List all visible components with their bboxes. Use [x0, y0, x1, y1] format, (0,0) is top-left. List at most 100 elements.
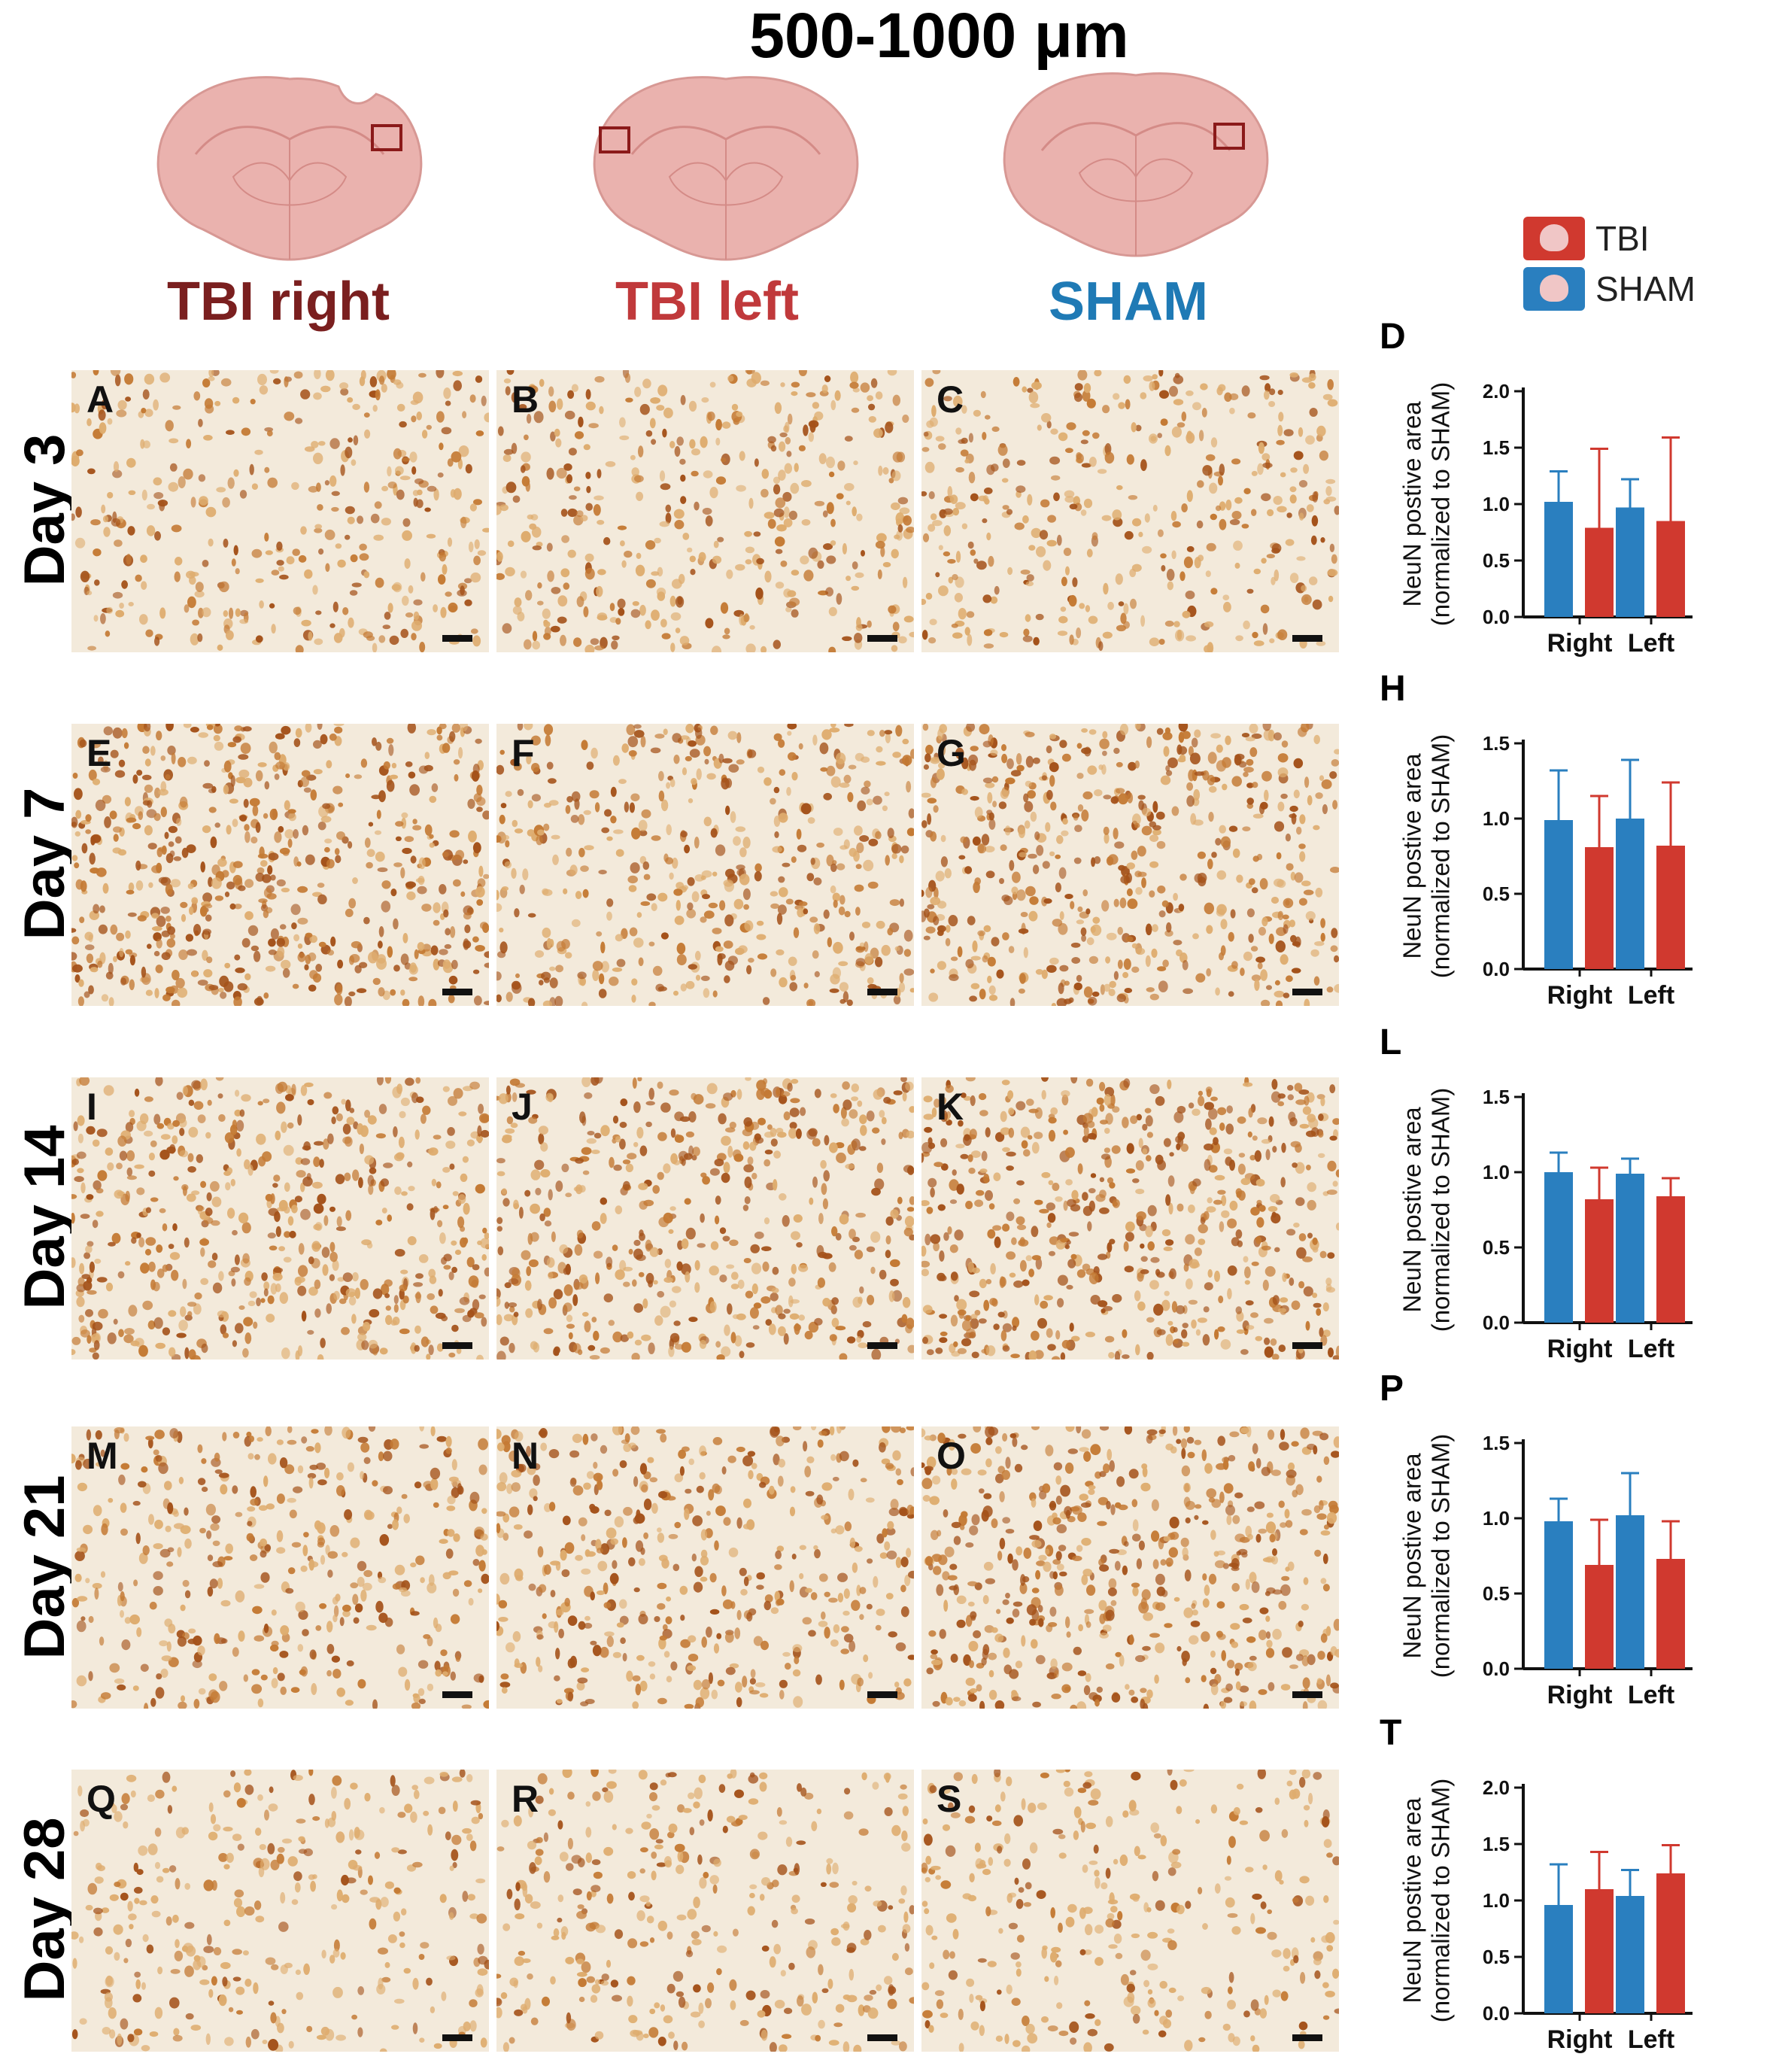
bar-sham-right — [1544, 820, 1573, 969]
scale-bar — [867, 1342, 897, 1349]
y-axis-label-line2: (normalized to SHAM) — [1427, 1088, 1455, 1332]
y-axis-label: NeuN postive area(normalized to SHAM) — [1398, 1434, 1455, 1679]
y-tick-label: 0.5 — [1483, 1946, 1510, 1968]
micrograph-image — [71, 1770, 489, 2052]
bar-chart-l: NeuN postive area(normalized to SHAM) 0.0… — [1377, 1022, 1738, 1375]
y-tick-label: 0.0 — [1483, 958, 1510, 980]
micrograph-image — [921, 370, 1339, 652]
micrograph-image — [71, 1077, 489, 1360]
micrograph-image — [496, 724, 914, 1006]
panel-letter: C — [937, 378, 964, 421]
brain-schematic-tbi-right — [150, 71, 429, 267]
panel-letter: B — [512, 378, 539, 421]
x-tick-label-left: Left — [1628, 2025, 1674, 2054]
scale-bar — [1292, 1342, 1322, 1349]
chart-panel-letter: P — [1380, 1369, 1404, 1408]
day-label-7: Day 7 — [13, 787, 77, 940]
y-tick-label: 0.0 — [1483, 606, 1510, 628]
micrograph-panel-o: O — [921, 1426, 1339, 1709]
y-axis-label-line1: NeuN postive area — [1398, 1453, 1426, 1659]
bar-tbi-left — [1656, 1196, 1685, 1323]
y-tick-label: 2.0 — [1483, 1776, 1510, 1799]
figure-title: 500-1000 μm — [749, 0, 1129, 71]
panel-letter: Q — [87, 1778, 116, 1820]
bar-tbi-right — [1585, 847, 1614, 969]
panel-letter: N — [512, 1435, 539, 1477]
scale-bar — [442, 635, 472, 642]
micrograph-image — [921, 1426, 1339, 1709]
chart-svg: NeuN postive area(normalized to SHAM) 0.0… — [1398, 732, 1693, 1010]
legend-sham-swatch — [1523, 267, 1585, 311]
y-axis-label-line2: (normalized to SHAM) — [1427, 1434, 1455, 1679]
y-tick-label: 1.5 — [1483, 1833, 1510, 1855]
micrograph-image — [496, 1770, 914, 2052]
y-tick-label: 1.5 — [1483, 1086, 1510, 1108]
legend-tbi-swatch — [1523, 217, 1585, 260]
y-tick-label: 1.5 — [1483, 1432, 1510, 1454]
scale-bar — [867, 1691, 897, 1698]
y-tick-label: 0.0 — [1483, 2002, 1510, 2025]
panel-letter: K — [937, 1086, 964, 1128]
micrograph-panel-r: R — [496, 1770, 914, 2052]
y-tick-label: 0.5 — [1483, 1236, 1510, 1259]
y-axis-label-line1: NeuN postive area — [1398, 753, 1426, 959]
chart-svg: NeuN postive area(normalized to SHAM) 0.0… — [1398, 380, 1693, 658]
x-tick-label-right: Right — [1547, 2025, 1613, 2054]
bar-tbi-right — [1585, 1565, 1614, 1669]
scale-bar — [867, 2034, 897, 2041]
micrograph-panel-s: S — [921, 1770, 1339, 2052]
micrograph-panel-n: N — [496, 1426, 914, 1709]
chart-panel-letter: T — [1380, 1713, 1402, 1753]
day-label-3: Day 3 — [13, 433, 77, 587]
y-tick-label: 1.5 — [1483, 436, 1510, 459]
micrograph-panel-j: J — [496, 1077, 914, 1360]
legend-tbi-label: TBI — [1595, 219, 1650, 258]
micrograph-panel-e: E — [71, 724, 489, 1006]
y-tick-label: 2.0 — [1483, 380, 1510, 403]
bar-tbi-left — [1656, 1873, 1685, 2013]
scale-bar — [1292, 635, 1322, 642]
day-label-14: Day 14 — [13, 1125, 77, 1310]
x-tick-label-right: Right — [1547, 1681, 1613, 1709]
x-tick-label-left: Left — [1628, 981, 1674, 1010]
micrograph-image — [496, 1077, 914, 1360]
micrograph-image — [921, 1077, 1339, 1360]
y-tick-label: 1.5 — [1483, 732, 1510, 755]
micrograph-image — [71, 370, 489, 652]
y-axis-label: NeuN postive area(normalized to SHAM) — [1398, 1088, 1455, 1332]
panel-letter: J — [512, 1086, 533, 1128]
y-axis-label-line2: (normalized to SHAM) — [1427, 1779, 1455, 2023]
y-tick-label: 1.0 — [1483, 807, 1510, 830]
scale-bar — [1292, 1691, 1322, 1698]
y-tick-label: 0.0 — [1483, 1657, 1510, 1680]
x-tick-label-left: Left — [1628, 1335, 1674, 1363]
y-tick-label: 1.0 — [1483, 1161, 1510, 1183]
bar-sham-right — [1544, 1172, 1573, 1323]
y-axis-label-line1: NeuN postive area — [1398, 1797, 1426, 2004]
y-tick-label: 0.5 — [1483, 549, 1510, 572]
brain-schematic-tbi-left — [587, 71, 865, 267]
chart-panel-letter: D — [1380, 317, 1406, 357]
scale-bar — [442, 2034, 472, 2041]
x-tick-label-right: Right — [1547, 981, 1613, 1010]
bar-tbi-right — [1585, 1889, 1614, 2013]
y-tick-label: 1.0 — [1483, 493, 1510, 515]
x-tick-label-right: Right — [1547, 1335, 1613, 1363]
micrograph-panel-f: F — [496, 724, 914, 1006]
y-tick-label: 0.5 — [1483, 1582, 1510, 1605]
micrograph-image — [71, 724, 489, 1006]
y-tick-label: 0.0 — [1483, 1311, 1510, 1334]
bar-sham-left — [1616, 1515, 1644, 1669]
x-tick-label-left: Left — [1628, 1681, 1674, 1709]
panel-letter: R — [512, 1778, 539, 1820]
panel-letter: S — [937, 1778, 962, 1820]
y-axis-label: NeuN postive area(normalized to SHAM) — [1398, 734, 1455, 979]
bar-tbi-left — [1656, 846, 1685, 969]
bar-sham-right — [1544, 502, 1573, 617]
micrograph-panel-b: B — [496, 370, 914, 652]
micrograph-image — [71, 1426, 489, 1709]
panel-letter: G — [937, 732, 966, 774]
bar-sham-left — [1616, 507, 1644, 617]
day-label-28: Day 28 — [13, 1817, 77, 2002]
micrograph-image — [921, 1770, 1339, 2052]
